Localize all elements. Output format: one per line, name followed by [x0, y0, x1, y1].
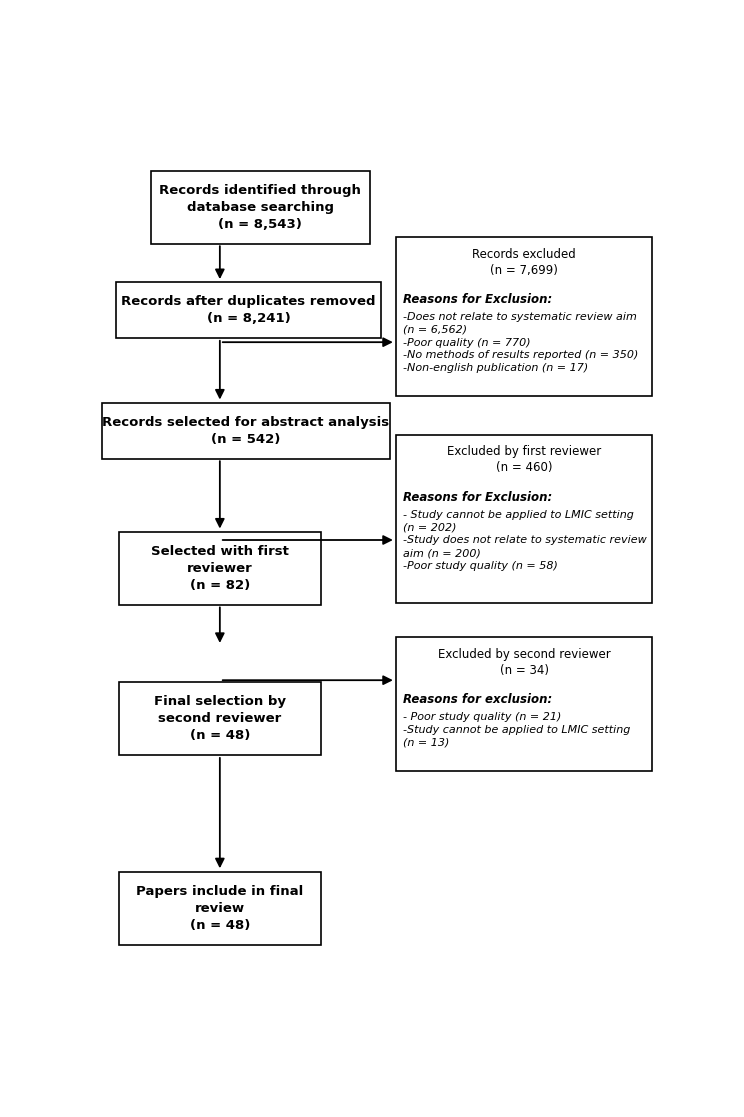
Bar — [102, 403, 390, 459]
Text: -Does not relate to systematic review aim
(n = 6,562)
-Poor quality (n = 770)
-N: -Does not relate to systematic review ai… — [403, 312, 638, 373]
Text: Papers include in final
review
(n = 48): Papers include in final review (n = 48) — [136, 885, 304, 932]
Bar — [119, 871, 321, 945]
Bar — [116, 283, 382, 338]
Text: Excluded by first reviewer
(n = 460): Excluded by first reviewer (n = 460) — [447, 446, 601, 475]
Bar — [396, 436, 652, 603]
Text: Reasons for exclusion:: Reasons for exclusion: — [403, 693, 552, 706]
Text: Reasons for Exclusion:: Reasons for Exclusion: — [403, 293, 552, 306]
Bar — [396, 237, 652, 397]
Bar — [396, 637, 652, 771]
Bar — [119, 532, 321, 605]
Text: Records excluded
(n = 7,699): Records excluded (n = 7,699) — [472, 248, 576, 277]
Text: - Poor study quality (n = 21)
-Study cannot be applied to LMIC setting
(n = 13): - Poor study quality (n = 21) -Study can… — [403, 712, 630, 747]
Bar — [119, 682, 321, 755]
Text: Records identified through
database searching
(n = 8,543): Records identified through database sear… — [159, 183, 361, 230]
Text: Excluded by second reviewer
(n = 34): Excluded by second reviewer (n = 34) — [437, 648, 610, 677]
Text: Selected with first
reviewer
(n = 82): Selected with first reviewer (n = 82) — [151, 545, 289, 592]
Text: Records selected for abstract analysis
(n = 542): Records selected for abstract analysis (… — [102, 416, 389, 446]
Text: Reasons for Exclusion:: Reasons for Exclusion: — [403, 491, 552, 504]
Text: - Study cannot be applied to LMIC setting
(n = 202)
-Study does not relate to sy: - Study cannot be applied to LMIC settin… — [403, 509, 647, 571]
Text: Records after duplicates removed
(n = 8,241): Records after duplicates removed (n = 8,… — [121, 295, 376, 325]
Bar — [150, 171, 370, 244]
Text: Final selection by
second reviewer
(n = 48): Final selection by second reviewer (n = … — [154, 696, 286, 743]
